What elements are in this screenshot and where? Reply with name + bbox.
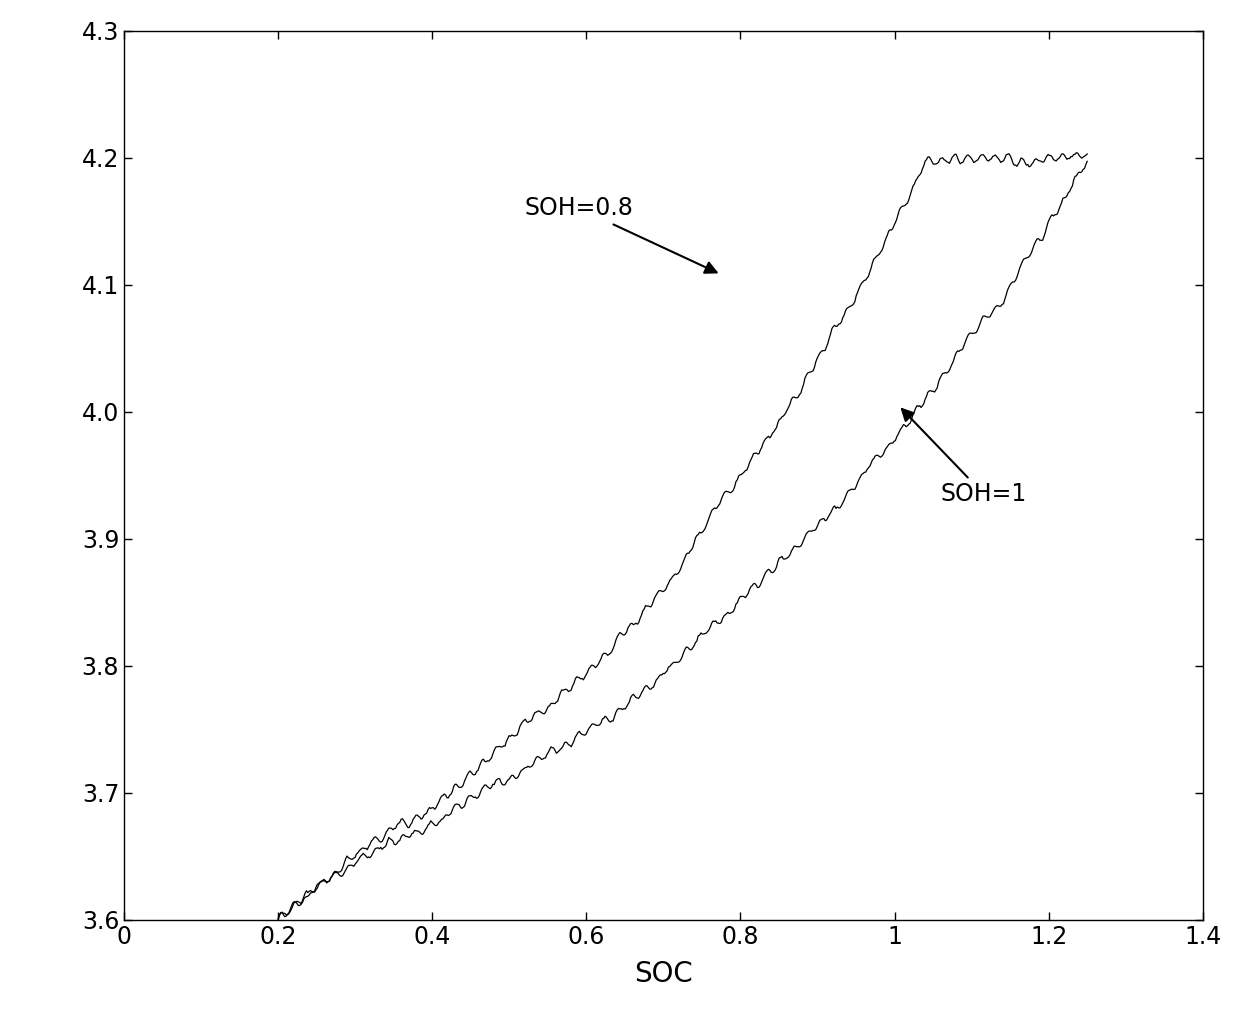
X-axis label: SOC: SOC (634, 960, 693, 988)
Text: SOH=1: SOH=1 (901, 409, 1027, 506)
Text: SOH=0.8: SOH=0.8 (525, 196, 717, 273)
